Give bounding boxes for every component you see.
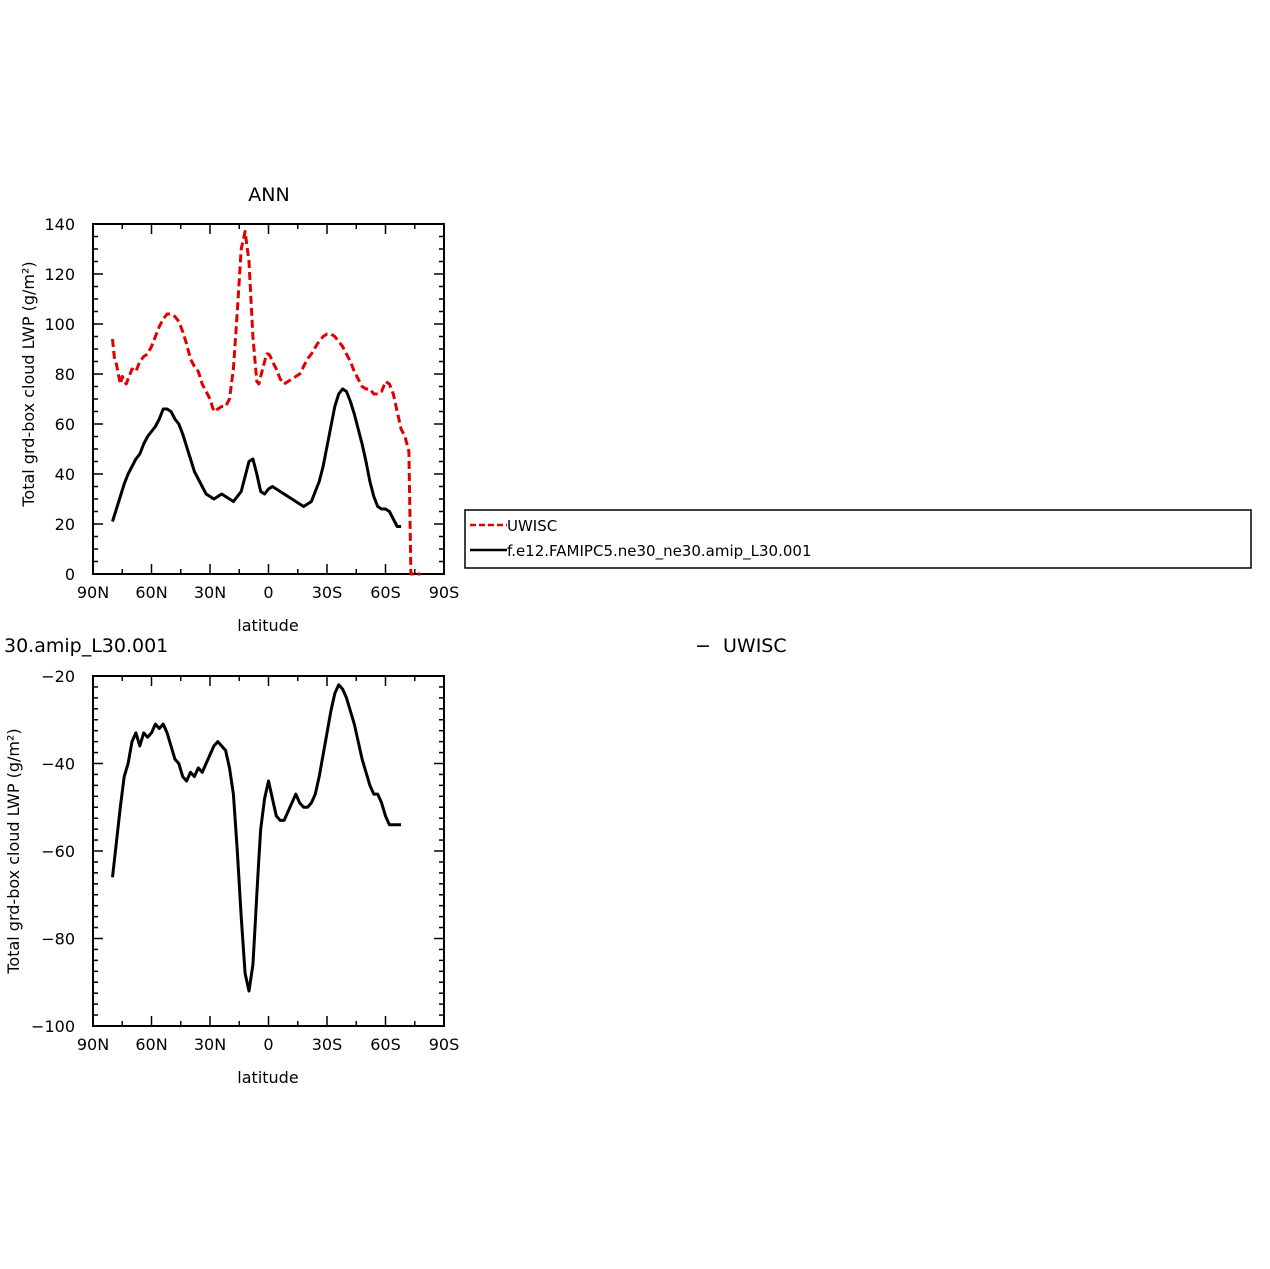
bottom-panel-y-tick-label: −100 [31,1017,75,1036]
top-panel-x-axis-title: latitude [237,616,298,635]
bottom-panel-frame [92,675,445,1027]
legend-box [464,509,1252,569]
bottom-panel-series [111,683,402,993]
bottom-panel-x-axis-title: latitude [237,1068,298,1087]
top-panel-ticks: 90N 60N 30N 0 30S 60S 90S 0 20 40 60 80 100 120 140 [44,215,459,602]
bottom-panel-x-tick-label: 90N [77,1035,109,1054]
top-panel-y-axis-title: Total grd-box cloud LWP (g/m²) [19,261,38,507]
top-panel-series [111,230,421,576]
top-panel-y-tick-label: 120 [44,265,75,284]
bottom-panel-y-tick-label: −40 [41,755,75,774]
top-panel-x-tick-label: 30S [312,583,343,602]
top-panel-y-tick-label: 80 [55,365,75,384]
top-panel-y-tick-label: 140 [44,215,75,234]
top-panel-y-tick-label: 40 [55,465,75,484]
top-panel-y-tick-label: 20 [55,515,75,534]
bottom-panel-y-axis-title: Total grd-box cloud LWP (g/m²) [4,728,23,974]
bottom-panel-x-tick-label: 0 [263,1035,273,1054]
legend-label-uwisc: UWISC [507,517,557,535]
bottom-panel-y-tick-label: −80 [41,930,75,949]
bottom-panel-subtitle: UWISC [723,635,787,657]
bottom-panel-x-tick-label: 60S [370,1035,401,1054]
top-panel-frame [92,223,445,575]
legend-label-model: f.e12.FAMIPC5.ne30_ne30.amip_L30.001 [507,542,812,561]
top-panel-y-tick-label: 0 [65,565,75,584]
bottom-panel: 30.amip_L30.001 − UWISC 90N 60N 30N 0 30S 60S… [4,635,787,1087]
bottom-panel-series-line-difference [111,683,402,993]
bottom-panel-ticks: 90N 60N 30N 0 30S 60S 90S −100 −80 −60 −40 −20 [31,667,459,1054]
top-panel-x-tick-label: 60S [370,583,401,602]
bottom-panel-x-tick-label: 90S [429,1035,460,1054]
top-panel-x-tick-label: 90N [77,583,109,602]
top-panel: ANN 90N 60N 30N 0 30S 60S 90S 0 20 40 60 80 100 120 14… [19,184,459,635]
bottom-panel-x-tick-label: 30N [194,1035,226,1054]
top-panel-y-tick-label: 100 [44,315,75,334]
bottom-panel-x-tick-label: 60N [135,1035,167,1054]
bottom-panel-y-tick-label: −20 [41,667,75,686]
top-panel-x-tick-label: 0 [263,583,273,602]
top-panel-series-line-f-e12-famipc5-ne30-ne30-amip-l30-001 [111,387,402,528]
bottom-panel-x-tick-label: 30S [312,1035,343,1054]
top-panel-x-tick-label: 60N [135,583,167,602]
bottom-panel-title: 30.amip_L30.001 [4,635,168,657]
top-panel-y-tick-label: 60 [55,415,75,434]
top-panel-title: ANN [248,184,289,206]
top-panel-x-tick-label: 30N [194,583,226,602]
top-panel-x-tick-label: 90S [429,583,460,602]
bottom-panel-y-tick-label: −60 [41,842,75,861]
bottom-panel-subtitle-prefix: − [695,635,711,657]
legend: UWISC f.e12.FAMIPC5.ne30_ne30.amip_L30.0… [464,509,1252,569]
top-panel-series-line-uwisc [111,230,421,576]
